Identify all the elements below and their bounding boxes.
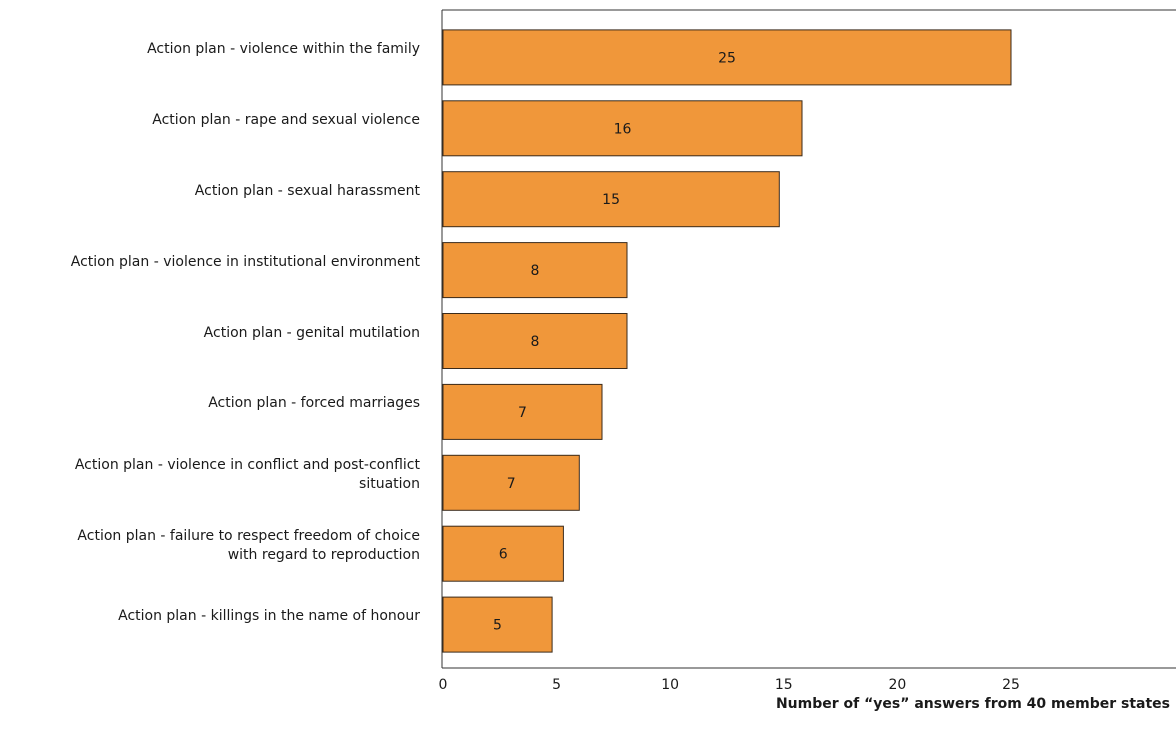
bar xyxy=(442,454,580,511)
bar-value-label: 7 xyxy=(518,405,527,421)
bar xyxy=(442,525,564,582)
x-tick-label: 15 xyxy=(774,677,793,693)
x-tick-label: 20 xyxy=(888,677,907,693)
bar xyxy=(442,596,553,653)
bar xyxy=(442,242,628,299)
bar-value-label: 15 xyxy=(602,192,620,208)
bar-value-label: 6 xyxy=(499,547,508,563)
bar-value-label: 5 xyxy=(493,618,502,634)
category-label: Action plan - violence in conflict and p… xyxy=(74,456,420,492)
category-label: Action plan - forced marriages xyxy=(208,395,420,412)
category-label: Action plan - sexual harassment xyxy=(194,182,420,199)
bar-value-label: 7 xyxy=(507,476,516,492)
bar xyxy=(442,383,603,440)
bar-value-label: 16 xyxy=(614,121,632,137)
bar-value-label: 25 xyxy=(718,50,736,66)
bar-value-label: 8 xyxy=(531,334,540,350)
chart-data-labels: 25 16 15 8 8 7 7 6 5 xyxy=(493,50,736,633)
chart-bars xyxy=(442,29,1012,653)
category-label: Action plan - genital mutilation xyxy=(203,324,420,341)
category-label: Action plan - violence in institutional … xyxy=(70,253,420,270)
bar-value-label: 8 xyxy=(531,263,540,279)
x-tick-label: 5 xyxy=(552,677,562,693)
chart-axes xyxy=(441,9,1176,669)
x-tick-label: 10 xyxy=(661,677,680,693)
category-label: Action plan - rape and sexual violence xyxy=(152,111,420,128)
category-label: Action plan - violence within the family xyxy=(147,40,420,57)
bar xyxy=(442,29,1012,86)
category-label: Action plan - failure to respect freedom… xyxy=(77,527,420,563)
category-label: Action plan - killings in the name of ho… xyxy=(118,608,420,625)
x-tick-label: 25 xyxy=(1002,677,1020,693)
bar xyxy=(442,100,803,157)
bar xyxy=(442,171,780,228)
x-axis-label: Number of “yes” answers from 40 member s… xyxy=(775,696,1170,712)
bar xyxy=(442,313,628,369)
x-tick-label: 0 xyxy=(438,677,448,693)
